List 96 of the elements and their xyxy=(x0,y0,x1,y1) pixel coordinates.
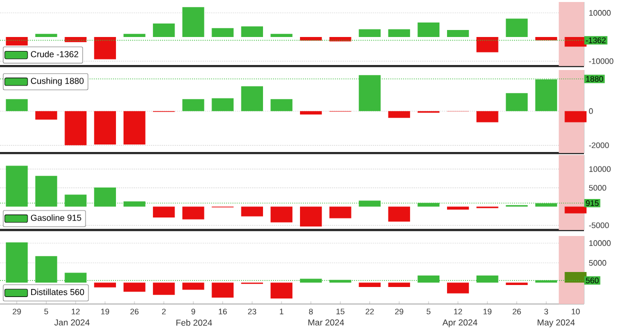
bar xyxy=(241,206,264,216)
x-tick-label: 29 xyxy=(395,308,404,314)
bar xyxy=(329,37,352,42)
x-tick-label: 12 xyxy=(72,308,80,314)
bar xyxy=(241,86,264,112)
x-tick-label: 9 xyxy=(191,308,196,314)
bar xyxy=(535,37,558,40)
bar xyxy=(94,282,116,288)
x-tick-label: 22 xyxy=(366,308,374,314)
bar xyxy=(124,282,146,292)
bar xyxy=(270,206,292,222)
bar xyxy=(241,26,264,38)
bar xyxy=(270,282,292,298)
bar xyxy=(64,37,87,42)
ref-line-label: 915 xyxy=(586,200,599,206)
ref-line-label: 1880 xyxy=(586,76,604,82)
x-tick-label: 12 xyxy=(454,308,462,314)
legend-label: Gasoline 915 xyxy=(30,214,82,221)
bar xyxy=(94,111,116,144)
x-tick-label: 29 xyxy=(12,308,21,314)
x-tick-label: 26 xyxy=(512,308,521,314)
bar xyxy=(388,206,410,222)
bar xyxy=(506,18,528,38)
bar xyxy=(182,206,204,220)
y-tick-label: -2000 xyxy=(589,142,609,148)
x-tick-label: 5 xyxy=(44,308,48,314)
bar xyxy=(300,37,322,41)
bar xyxy=(212,28,234,38)
bar xyxy=(6,37,28,46)
bar xyxy=(418,22,440,38)
y-tick-label: 10000 xyxy=(589,240,611,246)
bar xyxy=(329,206,352,218)
text: Jan 2024 xyxy=(54,319,90,326)
bar xyxy=(564,37,587,47)
bar xyxy=(270,99,292,112)
legend-label: Distillates 560 xyxy=(31,288,84,296)
bar xyxy=(447,30,469,38)
y-tick-label: 0 xyxy=(589,108,593,114)
bar xyxy=(64,111,87,146)
x-tick-label: 19 xyxy=(484,308,492,314)
bar xyxy=(300,206,322,226)
x-tick-label: 3 xyxy=(544,308,548,314)
text: May 2024 xyxy=(538,319,575,328)
x-tick-label: 5 xyxy=(426,308,430,314)
y-tick-label: -5000 xyxy=(589,222,609,228)
bar xyxy=(94,37,116,60)
bar xyxy=(476,37,498,52)
bar xyxy=(212,98,234,112)
bar xyxy=(182,99,204,112)
y-tick-label: 5000 xyxy=(589,184,606,191)
bar xyxy=(447,206,469,210)
text: Apr 2024 xyxy=(442,319,478,328)
x-tick-label: 10 xyxy=(572,308,580,314)
x-tick-label: 16 xyxy=(218,308,227,314)
bar xyxy=(564,206,587,214)
bar xyxy=(476,111,498,122)
bar xyxy=(152,282,175,295)
bar xyxy=(564,272,587,283)
y-tick-label: 10000 xyxy=(589,10,611,16)
bar xyxy=(270,34,292,38)
ref-line-label: -1362 xyxy=(586,37,606,44)
bar xyxy=(388,29,410,38)
x-tick-label: 1 xyxy=(280,308,284,314)
bar xyxy=(212,282,234,298)
x-tick-label: 8 xyxy=(309,308,313,314)
text: Feb 2024 xyxy=(176,319,212,326)
bar xyxy=(388,111,410,118)
y-tick-label: -10000 xyxy=(589,58,614,64)
x-tick-label: 26 xyxy=(130,308,139,314)
bar xyxy=(124,34,146,38)
x-tick-label: 2 xyxy=(162,308,166,314)
bar xyxy=(6,99,28,112)
bar xyxy=(358,29,381,38)
bar xyxy=(182,7,204,38)
x-tick-label: 15 xyxy=(336,308,344,314)
x-tick-label: 19 xyxy=(101,308,110,314)
legend-label: Cushing 1880 xyxy=(30,78,84,86)
bar xyxy=(300,111,322,114)
text: Mar 2024 xyxy=(308,319,344,326)
bar xyxy=(358,282,381,288)
y-tick-label: 5000 xyxy=(589,260,606,266)
bar xyxy=(152,24,175,38)
bar xyxy=(564,111,587,122)
bar xyxy=(124,111,146,144)
ref-line-label: 560 xyxy=(586,278,599,284)
x-tick-label: 23 xyxy=(248,308,256,314)
bar xyxy=(447,282,469,294)
bar xyxy=(506,282,528,286)
legend-label: Crude -1362 xyxy=(30,50,78,58)
bar xyxy=(35,34,58,38)
bar xyxy=(388,282,410,288)
bar xyxy=(152,206,175,218)
bar xyxy=(182,282,204,290)
y-tick-label: 10000 xyxy=(589,166,611,172)
bar xyxy=(506,93,528,112)
bar xyxy=(35,111,58,120)
